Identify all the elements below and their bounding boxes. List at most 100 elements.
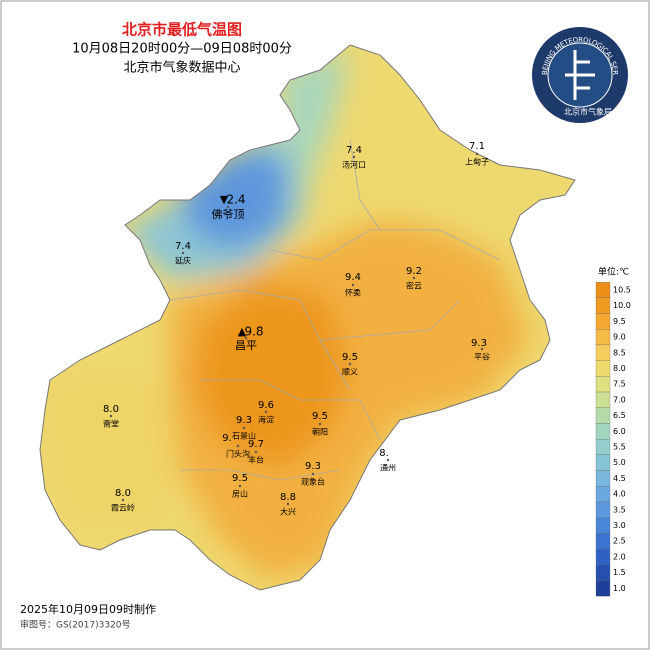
legend-unit: 单位:℃ <box>598 266 629 278</box>
station-dot <box>480 347 484 351</box>
station-dot <box>181 251 185 255</box>
legend-tick-label: 10.5 <box>613 286 631 295</box>
legend-swatch <box>595 344 611 361</box>
approval-number: 审图号：GS(2017)3320号 <box>20 619 131 631</box>
station-name: 海淀 <box>258 415 274 425</box>
station-dot <box>311 472 315 476</box>
legend-swatch <box>595 423 611 440</box>
station-dot <box>236 444 240 448</box>
station-dot <box>242 426 246 430</box>
station-name: 平谷 <box>474 353 490 362</box>
station-dot <box>244 336 248 340</box>
legend-tick-label: 4.5 <box>613 474 626 483</box>
station-temp: 8.8 <box>280 492 296 503</box>
station-temp: 9.7 <box>248 439 264 450</box>
legend-tick-label: 10.0 <box>613 301 631 310</box>
station-temp: 7.4 <box>346 145 362 156</box>
legend-tick-label: 5.0 <box>613 458 626 467</box>
station-name: 密云 <box>406 281 422 291</box>
station-dot <box>352 155 356 159</box>
station-temp: 2.4 <box>226 193 245 207</box>
legend-tick-label: 7.5 <box>613 380 626 389</box>
station-dot <box>412 276 416 280</box>
station-temp: 9.2 <box>406 266 422 277</box>
legend-tick-label: 4.0 <box>613 490 626 499</box>
legend-swatch <box>595 454 611 471</box>
station-temp: 8.0 <box>103 404 119 415</box>
legend-swatch <box>595 564 611 581</box>
legend-swatch <box>595 486 611 503</box>
legend-tick-label: 9.0 <box>613 333 626 342</box>
station-dot <box>318 422 322 426</box>
legend-tick-label: 8.5 <box>613 348 626 357</box>
station-dot <box>254 450 258 454</box>
station-dot <box>351 283 355 287</box>
station-name: 房山 <box>232 489 248 499</box>
logo-name: 北京市气象局 <box>564 107 612 117</box>
station-temp: 8.0 <box>115 488 131 499</box>
station-temp: 9.5 <box>342 352 358 363</box>
station-temp: 9.6 <box>258 400 274 411</box>
legend-swatch <box>595 548 611 565</box>
legend-tick-label: 3.5 <box>613 505 626 514</box>
station-dot <box>475 152 479 156</box>
station-temp: 9.3 <box>305 461 321 472</box>
map-title: 北京市最低气温图 <box>122 21 242 39</box>
legend-swatch <box>595 281 611 298</box>
legend-swatch <box>595 501 611 518</box>
legend-swatch <box>595 376 611 393</box>
station-name: 门头沟 <box>226 449 250 459</box>
district-lines <box>169 139 501 481</box>
station-name: 延庆 <box>175 256 191 266</box>
station-name: 佛爷顶 <box>212 207 245 221</box>
legend-swatch <box>595 438 611 455</box>
station-temp: 9. <box>222 433 232 444</box>
legend-tick-label: 1.5 <box>613 568 626 577</box>
station-temp: 7.1 <box>469 141 485 152</box>
station-dot <box>348 362 352 366</box>
station-dot <box>109 414 113 418</box>
station-name: 通州 <box>380 463 396 473</box>
station-name: 大兴 <box>280 507 296 517</box>
legend-swatch <box>595 517 611 534</box>
station-temp: 9.4 <box>345 272 361 283</box>
station-name: 顺义 <box>342 368 358 377</box>
legend-tick-label: 2.5 <box>613 537 626 546</box>
station-dot <box>121 498 125 502</box>
station-temp: 9.8 <box>244 325 263 339</box>
legend-swatch <box>595 297 611 314</box>
legend-tick-label: 6.5 <box>613 411 626 420</box>
station-name: 汤河口 <box>342 160 366 170</box>
legend-tick-label: 9.5 <box>613 317 626 326</box>
legend-tick-label: 8.0 <box>613 364 626 373</box>
station-name: 朝阳 <box>312 428 328 437</box>
station-name: 霞云岭 <box>111 503 135 513</box>
station-dot <box>286 502 290 506</box>
data-center: 北京市气象数据中心 <box>123 60 240 76</box>
legend-swatch <box>595 580 611 597</box>
station-dot <box>238 484 242 488</box>
station-temp: 9.5 <box>232 473 248 484</box>
station-name: 斋堂 <box>103 419 119 429</box>
station-name: 昌平 <box>235 339 257 352</box>
station-dot <box>226 205 230 209</box>
station-name: 丰台 <box>248 455 264 465</box>
station-name: 上甸子 <box>465 157 489 167</box>
legend-tick-label: 3.0 <box>613 521 626 530</box>
station-temp: 8. <box>379 448 389 459</box>
station-name: 怀柔 <box>345 288 361 298</box>
station-name: 观象台 <box>301 477 325 487</box>
legend-swatch <box>595 329 611 346</box>
station-temp: 9.3 <box>236 415 252 426</box>
legend-swatch <box>595 470 611 487</box>
legend-tick-label: 1.0 <box>613 584 626 593</box>
made-time: 2025年10月09日09时制作 <box>20 602 156 616</box>
station-marker: ▼ <box>220 193 229 206</box>
legend-swatch <box>595 391 611 408</box>
station-dot <box>264 410 268 414</box>
legend-swatch <box>595 313 611 330</box>
legend-swatch <box>595 407 611 424</box>
map-subtitle: 10月08日20时00分—09日08时00分 <box>72 42 292 57</box>
station-temp: 7.4 <box>175 241 191 252</box>
